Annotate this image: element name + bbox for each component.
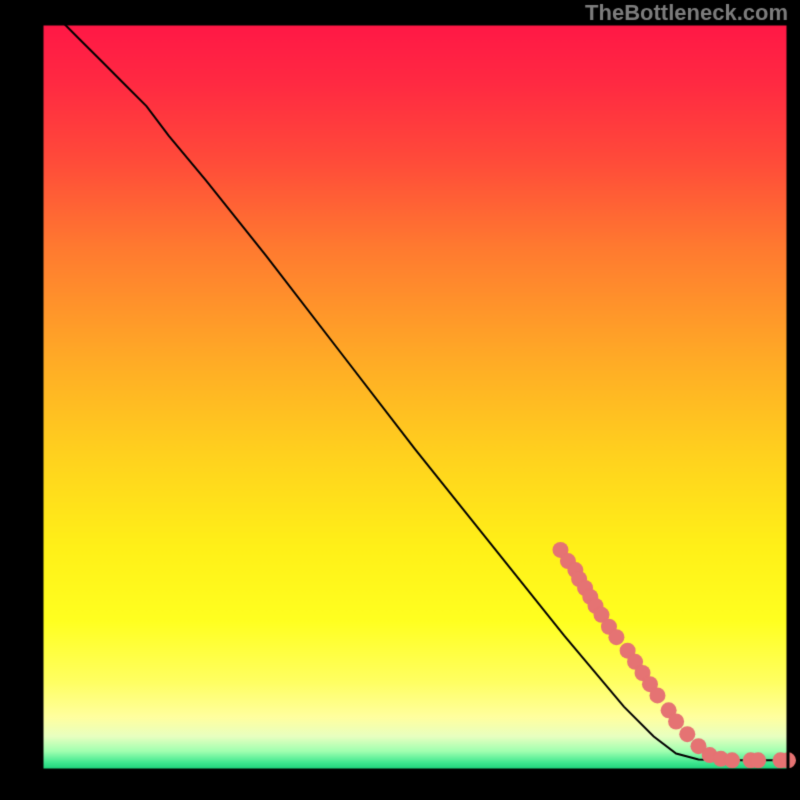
chart-container: TheBottleneck.com [0,0,800,800]
bottleneck-chart-canvas [0,0,800,800]
